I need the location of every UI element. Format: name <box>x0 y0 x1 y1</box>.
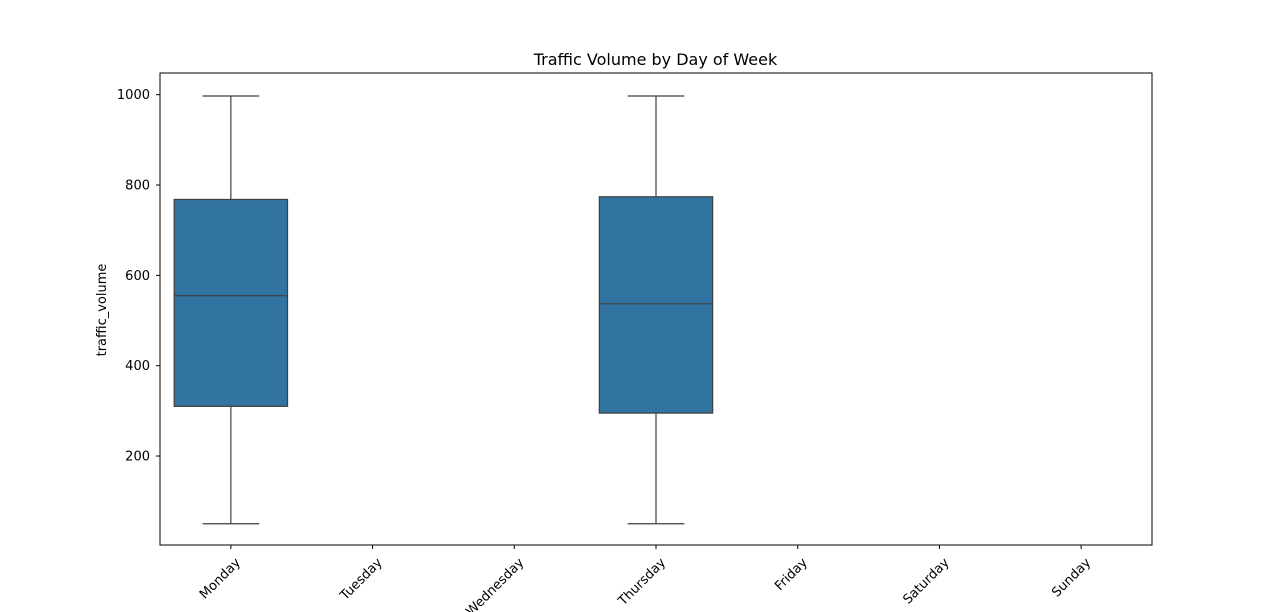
boxes-layer <box>173 95 714 525</box>
box-monday <box>173 95 289 525</box>
chart-title: Traffic Volume by Day of Week <box>533 50 778 69</box>
y-tick-label: 800 <box>125 179 150 194</box>
y-axis-label: traffic_volume <box>95 264 110 357</box>
x-axis: Monday Tuesday Wednesday Thursday Friday Satu… <box>197 545 1094 612</box>
y-tick-label: 600 <box>125 269 150 284</box>
iqr-box <box>173 198 289 407</box>
y-tick-label: 1000 <box>117 88 150 103</box>
y-tick-label: 400 <box>125 359 150 374</box>
y-axis: 200 400 600 800 1000 <box>117 88 160 465</box>
x-tick-label: Wednesday <box>464 555 528 612</box>
x-tick-label: Friday <box>772 555 811 594</box>
x-tick-label: Tuesday <box>337 555 386 604</box>
iqr-box <box>598 196 714 414</box>
y-tick-label: 200 <box>125 450 150 465</box>
x-tick-label: Saturday <box>900 555 952 607</box>
box-thursday <box>598 95 714 525</box>
plot-frame <box>159 72 1153 546</box>
x-tick-label: Thursday <box>615 555 669 609</box>
x-tick-label: Sunday <box>1049 555 1094 600</box>
x-tick-label: Monday <box>197 555 244 602</box>
